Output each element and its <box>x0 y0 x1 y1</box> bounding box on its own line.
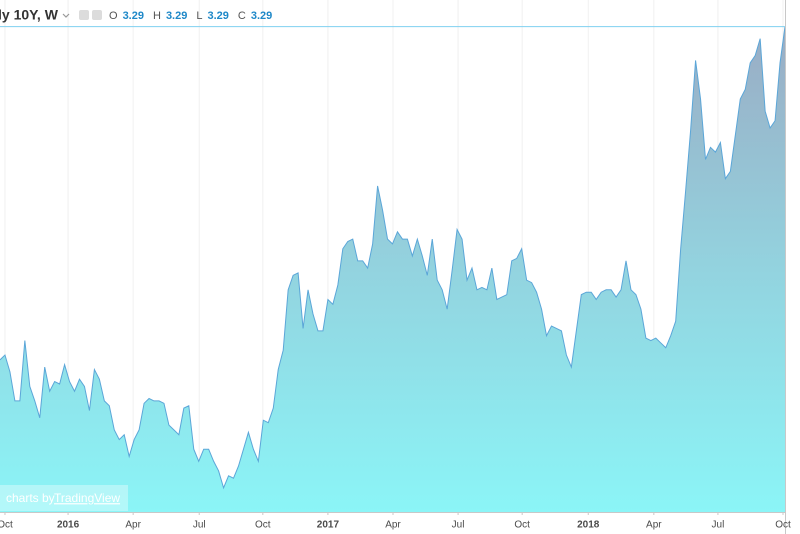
ohlc-value: 3.29 <box>166 10 187 22</box>
x-tick-label: Oct <box>514 520 530 531</box>
x-tick-label: 2016 <box>57 520 80 531</box>
symbol: ly 10Y, W <box>0 7 59 23</box>
x-tick-label: 2018 <box>577 520 600 531</box>
watermark: charts by TradingView <box>0 485 128 511</box>
ohlc-value: 3.29 <box>251 10 272 22</box>
ohlc-label: O <box>109 10 118 22</box>
x-tick-label: Apr <box>646 520 662 531</box>
ohlc-label: H <box>153 10 161 22</box>
dropdown-icon[interactable] <box>62 13 70 18</box>
x-tick-label: Apr <box>125 520 141 531</box>
x-tick-label: Jul <box>193 520 206 531</box>
area-fill <box>0 26 785 512</box>
settings-icon[interactable] <box>92 10 102 20</box>
x-tick-label: 2017 <box>317 520 340 531</box>
watermark-link[interactable]: TradingView <box>54 491 120 505</box>
x-tick-label: Apr <box>385 520 401 531</box>
watermark-bg <box>0 485 128 511</box>
x-tick-label: Oct <box>0 520 13 531</box>
ohlc-value: 3.29 <box>123 10 144 22</box>
ohlc-label: C <box>238 10 246 22</box>
x-tick-label: Oct <box>255 520 271 531</box>
ohlc-label: L <box>196 10 202 22</box>
plot <box>0 26 786 512</box>
x-tick-label: Jul <box>712 520 725 531</box>
time-axis: Oct 2016 Apr Jul Oct 2017 Apr Jul Oct 2018 Apr Jul O… <box>0 512 791 531</box>
legend-header: ly 10Y, W O 3.29 H 3.29 L 3.29 C 3.29 <box>0 7 272 23</box>
ohlc-value: 3.29 <box>207 10 228 22</box>
hide-icon[interactable] <box>79 10 89 20</box>
x-tick-label: Oct <box>775 520 791 531</box>
x-tick-label: Jul <box>452 520 465 531</box>
area-line <box>0 26 786 490</box>
watermark-prefix: charts by <box>6 491 55 505</box>
